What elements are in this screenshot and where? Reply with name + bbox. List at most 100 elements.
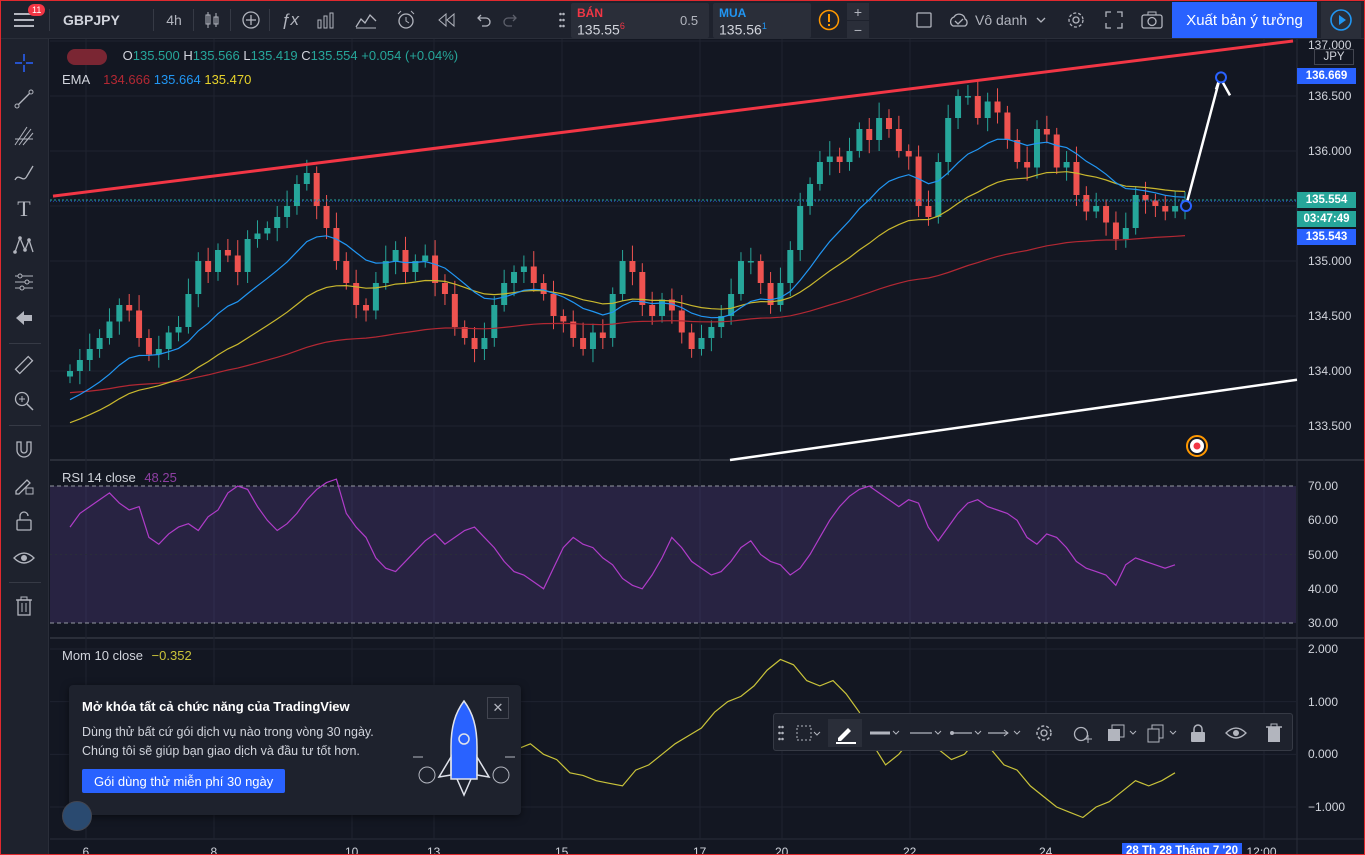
drag-handle-icon[interactable] bbox=[556, 1, 568, 39]
play-button[interactable] bbox=[1321, 2, 1361, 38]
mom-legend[interactable]: Mom 10 close −0.352 bbox=[62, 648, 192, 663]
redo-icon[interactable] bbox=[499, 1, 523, 39]
trendline-handle bbox=[1180, 200, 1192, 212]
free-trial-button[interactable]: Gói dùng thử miễn phí 30 ngày bbox=[82, 769, 286, 793]
template-dropdown[interactable] bbox=[792, 719, 824, 747]
candle bbox=[876, 118, 883, 140]
candle bbox=[1142, 195, 1149, 201]
price-tick: 134.000 bbox=[1308, 364, 1352, 378]
candle bbox=[165, 332, 172, 349]
candle bbox=[570, 321, 577, 338]
alert-icon[interactable] bbox=[393, 1, 419, 39]
candle bbox=[955, 96, 962, 118]
interval-selector[interactable]: 4h bbox=[166, 12, 182, 28]
back-arrow-button[interactable] bbox=[10, 304, 38, 332]
settings-gear-icon[interactable] bbox=[1030, 719, 1058, 747]
candle bbox=[491, 305, 498, 338]
mom-tick: 2.000 bbox=[1308, 642, 1339, 656]
line-end-dropdown[interactable] bbox=[984, 719, 1024, 747]
candle bbox=[935, 162, 942, 217]
info-icon[interactable] bbox=[816, 1, 842, 39]
fullscreen-box-icon[interactable] bbox=[911, 1, 937, 39]
candle bbox=[382, 261, 389, 283]
line-color-button[interactable] bbox=[828, 719, 862, 747]
lock-icon[interactable] bbox=[1184, 719, 1212, 747]
gear-icon[interactable] bbox=[1063, 1, 1089, 39]
candle bbox=[589, 332, 596, 349]
sell-button[interactable]: BÁN 135.556 bbox=[571, 3, 709, 38]
candle bbox=[126, 305, 133, 311]
buy-price: 135.561 bbox=[719, 21, 767, 38]
close-icon[interactable]: ✕ bbox=[487, 697, 509, 719]
hide-eye-icon[interactable] bbox=[1222, 719, 1250, 747]
event-marker bbox=[1186, 435, 1208, 457]
text-tool-icon[interactable]: T bbox=[17, 196, 31, 221]
line-style-dropdown[interactable] bbox=[906, 719, 944, 747]
fib-tool[interactable] bbox=[10, 122, 38, 150]
last-price-tag: 135.554 bbox=[1297, 192, 1356, 208]
candle bbox=[580, 338, 587, 349]
fullscreen-icon[interactable] bbox=[1101, 1, 1127, 39]
quantity-minus-button[interactable]: − bbox=[847, 21, 869, 38]
visual-order-dropdown[interactable] bbox=[1104, 719, 1140, 747]
ema-legend[interactable]: EMA 134.666 135.664 135.470 bbox=[62, 72, 252, 87]
menu-button[interactable]: 11 bbox=[1, 1, 47, 39]
candle bbox=[895, 129, 902, 151]
candle bbox=[293, 184, 300, 206]
price-tick: 135.000 bbox=[1308, 254, 1352, 268]
crosshair-tool[interactable] bbox=[10, 49, 38, 77]
buy-button[interactable]: MUA 135.561 bbox=[713, 3, 811, 38]
undo-icon[interactable] bbox=[471, 1, 495, 39]
candle bbox=[323, 206, 330, 228]
pattern-tool[interactable] bbox=[10, 231, 38, 259]
currency-label[interactable]: JPY bbox=[1314, 49, 1354, 65]
zoom-tool[interactable] bbox=[10, 387, 38, 415]
visibility-tool[interactable] bbox=[10, 544, 38, 572]
add-alert-icon[interactable] bbox=[1068, 719, 1096, 747]
clone-dropdown[interactable] bbox=[1144, 719, 1180, 747]
magnet-tool[interactable] bbox=[10, 435, 38, 463]
candle bbox=[1093, 206, 1100, 212]
trendline-handle bbox=[1215, 71, 1227, 84]
line-width-dropdown[interactable] bbox=[866, 719, 902, 747]
candles-icon[interactable] bbox=[200, 1, 224, 39]
camera-icon[interactable] bbox=[1139, 1, 1165, 39]
candle bbox=[777, 283, 784, 305]
drag-handle-icon[interactable] bbox=[776, 719, 786, 747]
candle bbox=[155, 349, 162, 355]
symbol-search[interactable]: GBPJPY bbox=[63, 12, 120, 28]
candle bbox=[422, 255, 429, 261]
dashed-box-icon bbox=[796, 725, 821, 741]
candle bbox=[698, 338, 705, 349]
indicators-icon[interactable]: ƒx bbox=[281, 10, 299, 29]
rsi-tick: 40.00 bbox=[1308, 581, 1339, 596]
candle bbox=[313, 173, 320, 206]
lock-tool[interactable] bbox=[10, 507, 38, 535]
layout-name-menu[interactable]: Vô danh bbox=[947, 1, 1047, 39]
candle bbox=[67, 371, 73, 377]
brush-tool[interactable] bbox=[10, 159, 38, 187]
compare-add-icon[interactable] bbox=[238, 1, 264, 39]
candle bbox=[836, 156, 843, 162]
delete-trash-icon[interactable] bbox=[1260, 719, 1288, 747]
stay-drawing-tool[interactable] bbox=[10, 471, 38, 499]
prediction-tool[interactable] bbox=[10, 268, 38, 296]
remove-drawings-tool[interactable] bbox=[10, 592, 38, 620]
candle bbox=[303, 173, 310, 184]
candle bbox=[451, 294, 458, 327]
candle bbox=[1083, 195, 1090, 212]
legend-toggle[interactable] bbox=[67, 48, 107, 65]
replay-icon[interactable] bbox=[434, 1, 460, 39]
financials-icon[interactable] bbox=[313, 1, 339, 39]
line-start-dropdown[interactable] bbox=[946, 719, 984, 747]
publish-idea-button[interactable]: Xuất bản ý tưởng bbox=[1172, 2, 1317, 38]
chat-bubble-icon[interactable] bbox=[62, 801, 92, 831]
promo-text: Dùng thử bất cứ gói dịch vụ nào trong vò… bbox=[82, 725, 374, 758]
rsi-legend[interactable]: RSI 14 close 48.25 bbox=[62, 470, 177, 485]
trendline-tool[interactable] bbox=[10, 85, 38, 113]
templates-icon[interactable] bbox=[353, 1, 379, 39]
quantity-plus-button[interactable]: + bbox=[847, 3, 869, 20]
mom-tick: 1.000 bbox=[1308, 694, 1339, 709]
trial-promo-panel: Mở khóa tất cả chức năng của TradingView… bbox=[69, 685, 521, 815]
ruler-tool[interactable] bbox=[10, 351, 38, 379]
